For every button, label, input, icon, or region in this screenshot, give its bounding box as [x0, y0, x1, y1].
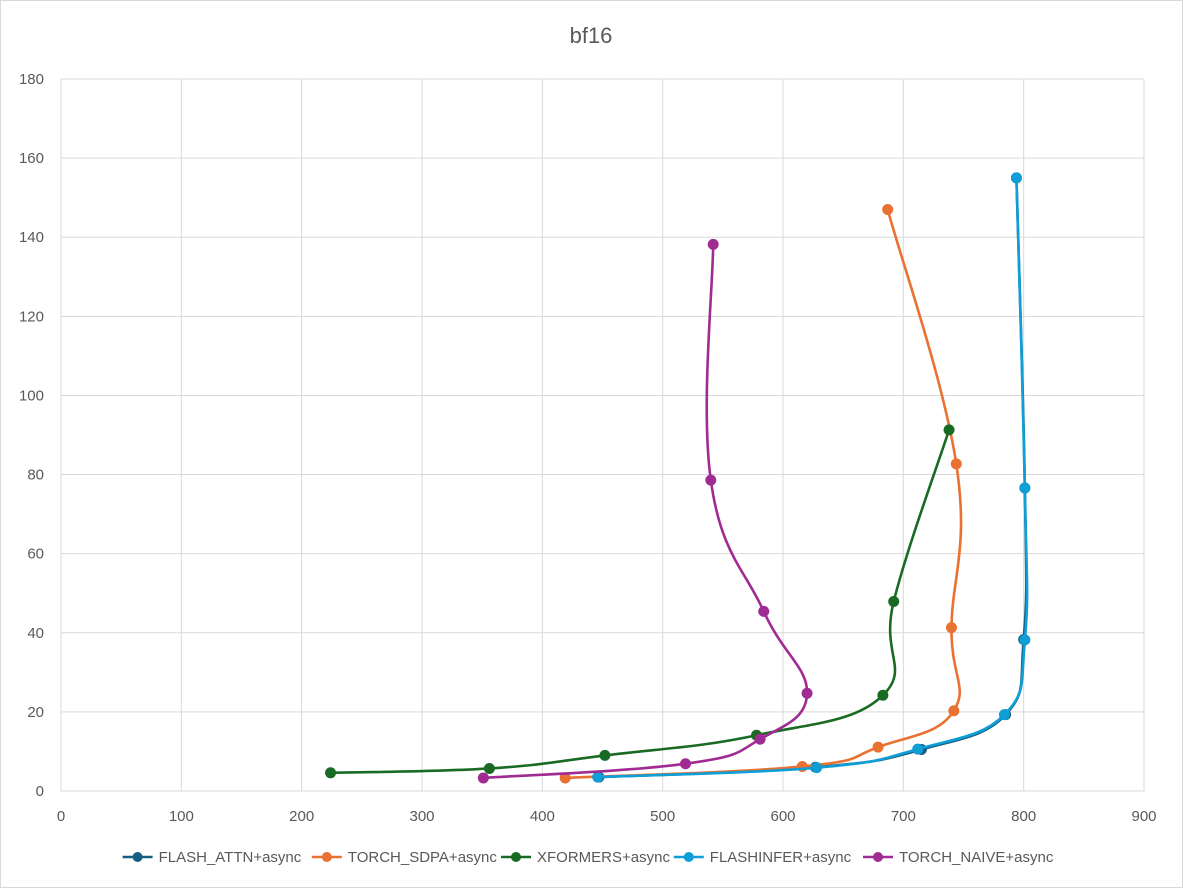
- legend-marker-icon: [132, 852, 143, 862]
- data-point[interactable]: [705, 474, 717, 486]
- legend-marker-icon: [511, 852, 521, 862]
- grid: [60, 78, 1145, 792]
- data-point[interactable]: [882, 204, 894, 216]
- x-tick-label: 800: [1011, 808, 1036, 825]
- y-tick-label: 160: [19, 150, 44, 167]
- data-point[interactable]: [811, 762, 823, 774]
- plot-area: [325, 172, 1031, 784]
- data-point[interactable]: [758, 605, 770, 617]
- data-point[interactable]: [945, 622, 957, 634]
- x-tick-label: 700: [891, 808, 916, 825]
- axes: 0 100 200 300 400 500 600 700 800 900 0 20 40 60 80 100…: [19, 71, 1157, 825]
- data-point[interactable]: [754, 733, 766, 745]
- y-tick-label: 40: [27, 625, 44, 642]
- data-point[interactable]: [943, 424, 955, 436]
- x-tick-label: 900: [1131, 808, 1156, 825]
- legend-marker-icon: [321, 852, 332, 862]
- data-point[interactable]: [877, 689, 889, 701]
- legend-label: XFORMERS+async: [537, 849, 670, 866]
- legend-item-flashinfer-async[interactable]: FLASHINFER+async: [673, 849, 852, 866]
- data-point[interactable]: [483, 762, 495, 774]
- data-point[interactable]: [950, 458, 962, 470]
- data-point[interactable]: [888, 596, 900, 608]
- series-torch-sdpa-async: [559, 204, 963, 784]
- legend-label: FLASH_ATTN+async: [159, 849, 302, 866]
- data-point[interactable]: [872, 741, 884, 753]
- legend-item-flash-attn-async[interactable]: FLASH_ATTN+async: [122, 849, 302, 866]
- series-line-flashinfer-async: [596, 176, 1029, 779]
- series-torch-naive-async: [477, 238, 813, 784]
- legend-item-torch-sdpa-async[interactable]: TORCH_SDPA+async: [311, 849, 498, 866]
- data-point[interactable]: [599, 749, 611, 761]
- x-tick-label: 0: [57, 808, 65, 825]
- legend-item-xformers-async[interactable]: XFORMERS+async: [501, 849, 670, 866]
- legend-label: TORCH_NAIVE+async: [899, 849, 1054, 866]
- y-tick-label: 20: [27, 704, 44, 721]
- data-point[interactable]: [680, 758, 692, 770]
- data-point[interactable]: [1019, 634, 1031, 646]
- series-line-xformers-async: [329, 428, 951, 775]
- legend[interactable]: FLASH_ATTN+async TORCH_SDPA+async XFORMERS…: [122, 849, 1054, 866]
- data-point[interactable]: [707, 238, 719, 250]
- series-xformers-async: [325, 424, 955, 779]
- x-tick-label: 100: [169, 808, 194, 825]
- y-tick-label: 100: [19, 387, 44, 404]
- legend-label: FLASHINFER+async: [710, 849, 852, 866]
- x-tick-label: 400: [530, 808, 555, 825]
- legend-marker-icon: [873, 852, 883, 862]
- data-point[interactable]: [948, 705, 960, 717]
- legend-item-torch-naive-async[interactable]: TORCH_NAIVE+async: [863, 849, 1054, 866]
- y-tick-label: 60: [27, 546, 44, 563]
- legend-label: TORCH_SDPA+async: [348, 849, 498, 866]
- y-tick-label: 80: [27, 467, 44, 484]
- x-tick-label: 600: [770, 808, 795, 825]
- series-line-torch-sdpa-async: [563, 208, 963, 780]
- data-point[interactable]: [592, 771, 604, 783]
- x-tick-label: 200: [289, 808, 314, 825]
- data-point[interactable]: [477, 772, 489, 784]
- data-point[interactable]: [1010, 172, 1022, 184]
- data-point[interactable]: [1019, 482, 1031, 494]
- x-tick-label: 500: [650, 808, 675, 825]
- series-line-torch-naive-async: [482, 243, 809, 780]
- y-tick-label: 140: [19, 229, 44, 246]
- series-flashinfer-async: [592, 172, 1031, 783]
- y-tick-label: 0: [36, 783, 44, 800]
- y-tick-label: 180: [19, 71, 44, 88]
- data-point[interactable]: [325, 767, 337, 779]
- data-point[interactable]: [801, 687, 813, 699]
- chart-title: bf16: [570, 23, 613, 48]
- y-tick-label: 120: [19, 308, 44, 325]
- data-point[interactable]: [998, 709, 1010, 721]
- x-tick-label: 300: [409, 808, 434, 825]
- legend-marker-icon: [683, 852, 694, 862]
- data-point[interactable]: [912, 743, 924, 755]
